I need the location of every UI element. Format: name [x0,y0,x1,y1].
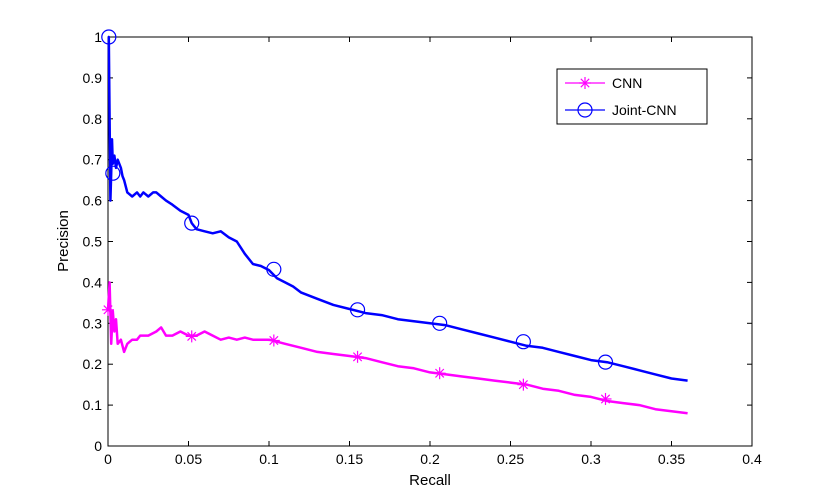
data-point-joint-cnn [349,302,366,318]
y-axis-label: Precision [55,210,72,272]
asterisk-stroke [352,352,363,362]
x-tick-label: 0.35 [658,451,685,467]
x-tick-label: 0 [104,451,112,467]
legend-label-joint-cnn: Joint-CNN [612,102,677,118]
data-point-cnn [517,378,530,391]
y-tick-label: 0.1 [83,397,103,413]
legend: CNN Joint-CNN [556,68,708,125]
series-layer [101,29,688,415]
x-axis-label: Recall [409,472,451,489]
legend-marker-joint-cnn [577,102,593,118]
y-tick-label: 0.5 [83,234,103,250]
data-point-joint-cnn [266,261,282,277]
asterisk-stroke [103,305,113,315]
y-tick-label: 0.7 [83,152,103,168]
data-point-joint-cnn [105,165,121,181]
data-point-cnn [267,334,280,347]
x-tick-label: 0.05 [175,451,202,467]
data-point-cnn [185,330,198,343]
axis-ticks: 0 0.05 0.1 0.15 0.2 0.25 0.3 0.35 0.4 0 0.1 0.2 0.3 0… [83,29,762,467]
x-tick-label: 0.15 [336,451,363,467]
legend-label-cnn: CNN [612,75,642,91]
y-tick-label: 0.4 [83,274,103,290]
legend-box [556,68,708,125]
data-point-cnn [433,367,446,380]
x-tick-label: 0.3 [581,451,601,467]
data-point-joint-cnn [432,315,448,331]
series-line-cnn [106,281,688,415]
x-tick-label: 0.2 [420,451,440,467]
y-tick-label: 0.3 [83,315,103,331]
y-tick-label: 0.2 [83,356,103,372]
data-point-joint-cnn [101,29,117,45]
x-tick-label: 0.4 [742,451,762,467]
y-tick-label: 0 [94,438,102,454]
asterisk-stroke [187,331,197,342]
x-tick-label: 0.1 [259,451,279,467]
x-tick-label: 0.25 [497,451,524,467]
series-line-joint-cnn [107,35,688,382]
asterisk-stroke [435,368,445,378]
asterisk-stroke [518,380,529,390]
data-point-joint-cnn [515,334,531,350]
data-point-cnn [102,303,114,316]
data-point-cnn [599,392,612,405]
y-tick-label: 0.9 [83,70,103,86]
data-point-joint-cnn [184,215,200,231]
y-tick-label: 0.6 [83,193,103,209]
asterisk-stroke [269,335,279,346]
y-tick-label: 1 [94,29,102,45]
data-point-cnn [351,350,364,363]
asterisk-stroke [580,78,590,88]
y-tick-label: 0.8 [83,111,103,127]
data-point-joint-cnn [597,354,614,370]
asterisk-stroke [600,394,611,404]
legend-marker-cnn [579,77,591,89]
